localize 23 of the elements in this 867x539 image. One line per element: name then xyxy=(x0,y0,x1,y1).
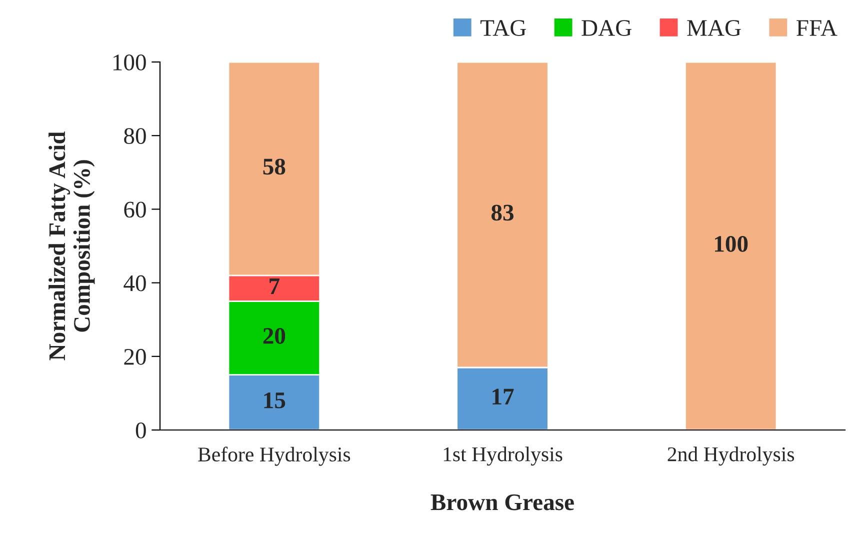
x-tick-label: 2nd Hydrolysis xyxy=(668,446,794,466)
y-tick-label: 0 xyxy=(136,422,146,438)
x-tick-label: 1st Hydrolysis xyxy=(444,446,562,466)
data-label: 15 xyxy=(264,392,286,408)
y-tick-label: 20 xyxy=(124,348,146,365)
data-label: 58 xyxy=(263,158,286,175)
y-axis-title: Normalized Fatty Acid Composition (%) xyxy=(48,132,95,360)
x-tick-label: Before Hydrolysis xyxy=(198,446,350,466)
legend-label: FFA xyxy=(796,20,838,36)
legend-label: MAG xyxy=(687,20,741,36)
data-label: 83 xyxy=(491,204,514,221)
legend-label: DAG xyxy=(582,20,632,36)
data-label: 100 xyxy=(715,236,748,252)
y-tick-label: 60 xyxy=(124,202,146,218)
y-tick-label: 100 xyxy=(113,54,146,70)
legend-label: TAG xyxy=(480,20,526,36)
data-label: 7 xyxy=(270,278,280,294)
bar xyxy=(684,62,778,430)
x-axis-title: Brown Grease xyxy=(430,494,574,510)
y-tick-label: 80 xyxy=(124,128,146,144)
data-label: 17 xyxy=(492,388,514,404)
data-label: 20 xyxy=(263,328,286,344)
y-tick-label: 40 xyxy=(124,275,146,292)
